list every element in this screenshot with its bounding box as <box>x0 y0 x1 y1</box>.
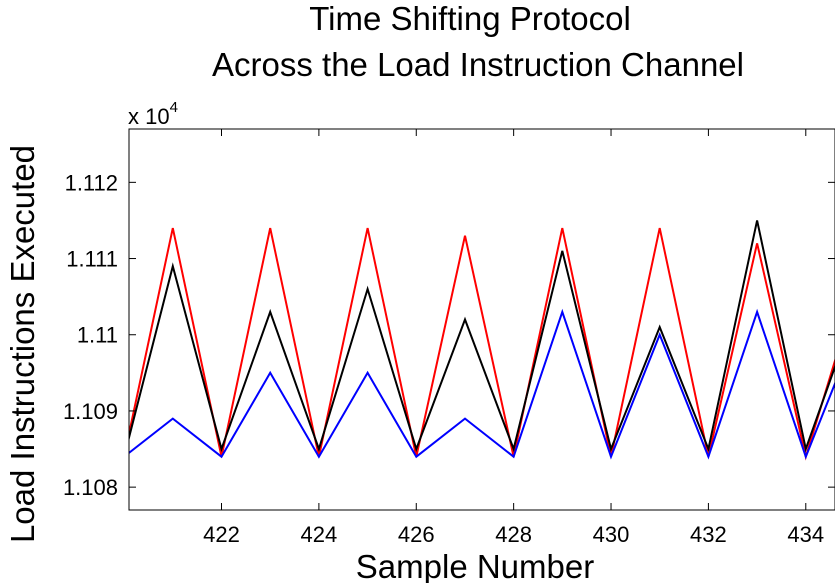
plot-frame <box>128 128 835 511</box>
x-tick-label: 422 <box>203 522 240 547</box>
x-tick-label: 426 <box>398 522 435 547</box>
y-axis-label: Load Instructions Executed <box>4 145 41 543</box>
x-tick-label: 430 <box>593 522 630 547</box>
x-tick-label: 424 <box>301 522 338 547</box>
y-tick-label: 1.111 <box>66 247 118 272</box>
y-tick-label: 1.108 <box>63 475 118 500</box>
y-tick-label: 1.109 <box>63 399 118 424</box>
y-multiplier-base: x 10 <box>128 104 170 129</box>
y-tick-label: 1.11 <box>77 323 118 348</box>
tick-layer: 422 424 426 428 430 432 434 1.108 1.109 1.11 1.111… <box>63 129 835 547</box>
x-tick-label: 428 <box>495 522 532 547</box>
y-multiplier-exponent: 4 <box>170 99 178 116</box>
y-multiplier: x 104 <box>128 99 178 129</box>
series-line-1 <box>129 227 835 461</box>
series-line-3 <box>129 308 835 460</box>
x-axis-label: Sample Number <box>356 548 594 583</box>
series-line-2 <box>129 220 835 453</box>
y-tick-label: 1.112 <box>65 170 118 195</box>
x-tick-label: 434 <box>787 522 824 547</box>
x-tick-label: 432 <box>690 522 727 547</box>
series-layer <box>129 220 835 461</box>
chart-title-line-1: Time Shifting Protocol <box>309 0 631 37</box>
chart-title-line-2: Across the Load Instruction Channel <box>212 46 744 83</box>
